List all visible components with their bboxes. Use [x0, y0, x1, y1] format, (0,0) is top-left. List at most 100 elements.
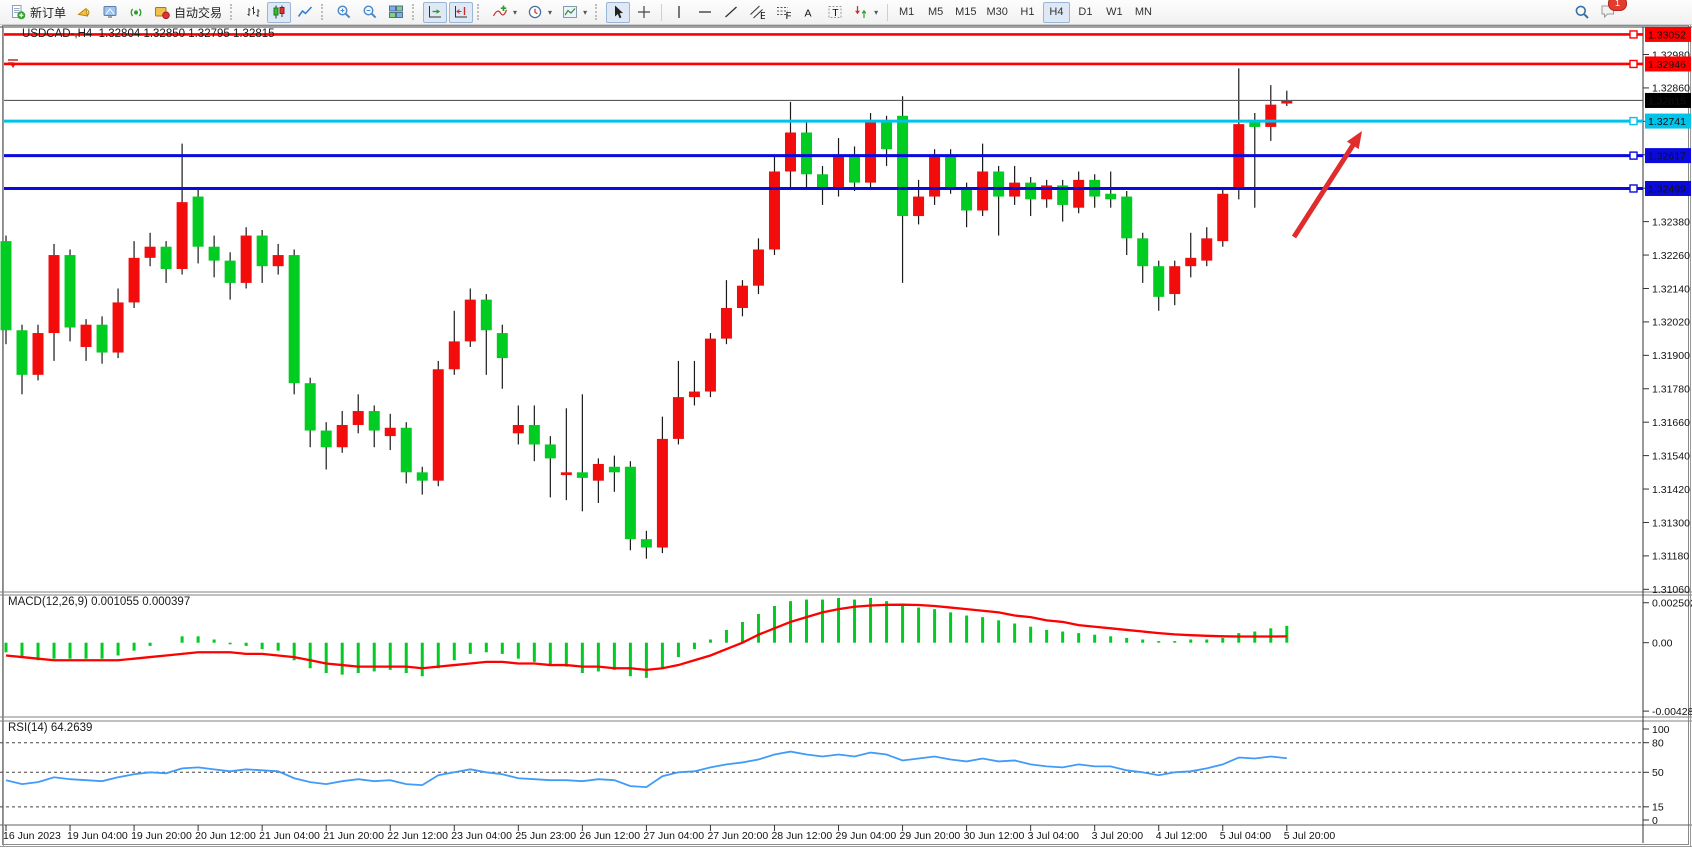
- zoom-in-icon: [336, 4, 352, 20]
- timeframe-h1-button[interactable]: H1: [1014, 2, 1041, 23]
- candle: [624, 466, 636, 540]
- date-label: 27 Jun 04:00: [643, 830, 704, 842]
- date-label: 27 Jun 20:00: [707, 830, 768, 842]
- indicators-button[interactable]: ▾: [488, 2, 521, 23]
- candle: [544, 444, 556, 459]
- timeframe-mn-button[interactable]: MN: [1130, 2, 1157, 23]
- line-chart-button[interactable]: [293, 2, 317, 23]
- candle: [784, 132, 796, 172]
- cursor-button[interactable]: [606, 1, 631, 23]
- candle: [1041, 185, 1053, 200]
- date-label: 21 Jun 20:00: [323, 830, 384, 842]
- rsi-tick-label: 50: [1652, 767, 1664, 779]
- line-handle[interactable]: [1629, 184, 1638, 193]
- crosshair-button[interactable]: [632, 2, 656, 23]
- timeframe-m1-button[interactable]: M1: [893, 2, 920, 23]
- search-button[interactable]: [1570, 2, 1594, 23]
- candle: [592, 463, 604, 481]
- periods-button[interactable]: ▾: [523, 2, 556, 23]
- candle: [464, 299, 476, 342]
- arrow-annotation-head[interactable]: [1346, 131, 1362, 150]
- new-order-button[interactable]: 新订单: [6, 2, 70, 23]
- chart-context-icon[interactable]: [7, 56, 19, 68]
- candle: [640, 539, 652, 548]
- candle: [496, 333, 508, 359]
- text-button[interactable]: A: [797, 2, 821, 23]
- dropdown-caret-icon: ▾: [583, 7, 588, 17]
- svg-text:E: E: [760, 10, 765, 20]
- candle: [1025, 182, 1037, 200]
- alerts-button[interactable]: [72, 2, 96, 23]
- timeframe-m15-button[interactable]: M15: [951, 2, 980, 23]
- candle: [256, 235, 268, 267]
- date-label: 25 Jun 23:00: [515, 830, 576, 842]
- line-handle[interactable]: [1629, 116, 1638, 126]
- notification-badge[interactable]: 1: [1608, 0, 1627, 12]
- price-tick-label: 1.32260: [1652, 250, 1690, 262]
- candle: [64, 255, 76, 328]
- metaeditor-button[interactable]: [98, 2, 122, 23]
- candle: [656, 438, 668, 548]
- line-handle[interactable]: [1629, 59, 1638, 69]
- candle: [448, 341, 460, 370]
- toolbar-handle: [595, 4, 600, 20]
- chart-title: USDCAD-,H4 1.32804 1.32850 1.32795 1.328…: [22, 28, 275, 40]
- candle: [817, 174, 829, 189]
- chart-window[interactable]: [0, 25, 1692, 848]
- rsi-tick-label: 15: [1652, 802, 1664, 814]
- price-badge: [1645, 180, 1691, 196]
- fibonacci-button[interactable]: F: [771, 2, 795, 23]
- auto-scroll-button[interactable]: [423, 1, 448, 23]
- candle: [576, 472, 588, 478]
- date-label: 3 Jul 04:00: [1028, 830, 1080, 842]
- candle: [913, 196, 925, 217]
- macd-tick-label: 0.002502: [1652, 598, 1692, 610]
- timeframe-m30-button[interactable]: M30: [983, 2, 1012, 23]
- signals-button[interactable]: [124, 2, 148, 23]
- candle: [897, 115, 909, 217]
- crosshair-icon: [636, 4, 652, 20]
- equidistant-channel-button[interactable]: E: [745, 2, 769, 23]
- candle: [1201, 238, 1213, 261]
- tile-windows-button[interactable]: [384, 2, 408, 23]
- candle: [1265, 104, 1277, 127]
- toolbar-handle: [230, 4, 235, 20]
- candle: [336, 424, 348, 448]
- fibonacci-icon: F: [775, 4, 792, 22]
- macd-label: MACD(12,26,9) 0.001055 0.000397: [8, 596, 191, 608]
- svg-text:F: F: [786, 10, 792, 20]
- candle: [176, 202, 188, 269]
- timeframe-m5-button[interactable]: M5: [922, 2, 949, 23]
- macd-tick-label: 0.00: [1652, 638, 1673, 650]
- line-handle[interactable]: [1629, 30, 1638, 39]
- candle: [608, 466, 620, 473]
- candlestick-chart-button[interactable]: [267, 1, 292, 23]
- templates-button[interactable]: ▾: [558, 2, 591, 23]
- timeframe-h4-button[interactable]: H4: [1042, 1, 1070, 23]
- horizontal-line-icon: [697, 4, 713, 20]
- date-label: 19 Jun 04:00: [67, 830, 128, 842]
- text-label-button[interactable]: T: [823, 2, 847, 23]
- auto-trading-button[interactable]: 自动交易: [150, 2, 226, 23]
- line-chart-icon: [297, 4, 313, 20]
- timeframe-w1-button[interactable]: W1: [1101, 2, 1128, 23]
- timeframe-d1-button[interactable]: D1: [1072, 2, 1099, 23]
- zoom-in-button[interactable]: [332, 2, 356, 23]
- bar-chart-button[interactable]: [241, 2, 265, 23]
- candle: [945, 154, 957, 189]
- price-tick-label: 1.32380: [1652, 216, 1690, 228]
- arrow-annotation[interactable]: [1291, 138, 1359, 239]
- zoom-out-button[interactable]: [358, 2, 382, 23]
- date-label: 29 Jun 04:00: [836, 830, 897, 842]
- vertical-line-button[interactable]: [667, 2, 691, 23]
- date-label: 21 Jun 04:00: [259, 830, 320, 842]
- chart-shift-button[interactable]: [449, 1, 474, 23]
- arrows-button[interactable]: ▾: [849, 2, 882, 23]
- candle: [160, 246, 172, 269]
- line-handle[interactable]: [1629, 151, 1638, 160]
- horizontal-line-button[interactable]: [693, 2, 717, 23]
- candle: [849, 154, 861, 183]
- price-tick-label: 1.31420: [1652, 484, 1690, 496]
- trendline-button[interactable]: [719, 2, 743, 23]
